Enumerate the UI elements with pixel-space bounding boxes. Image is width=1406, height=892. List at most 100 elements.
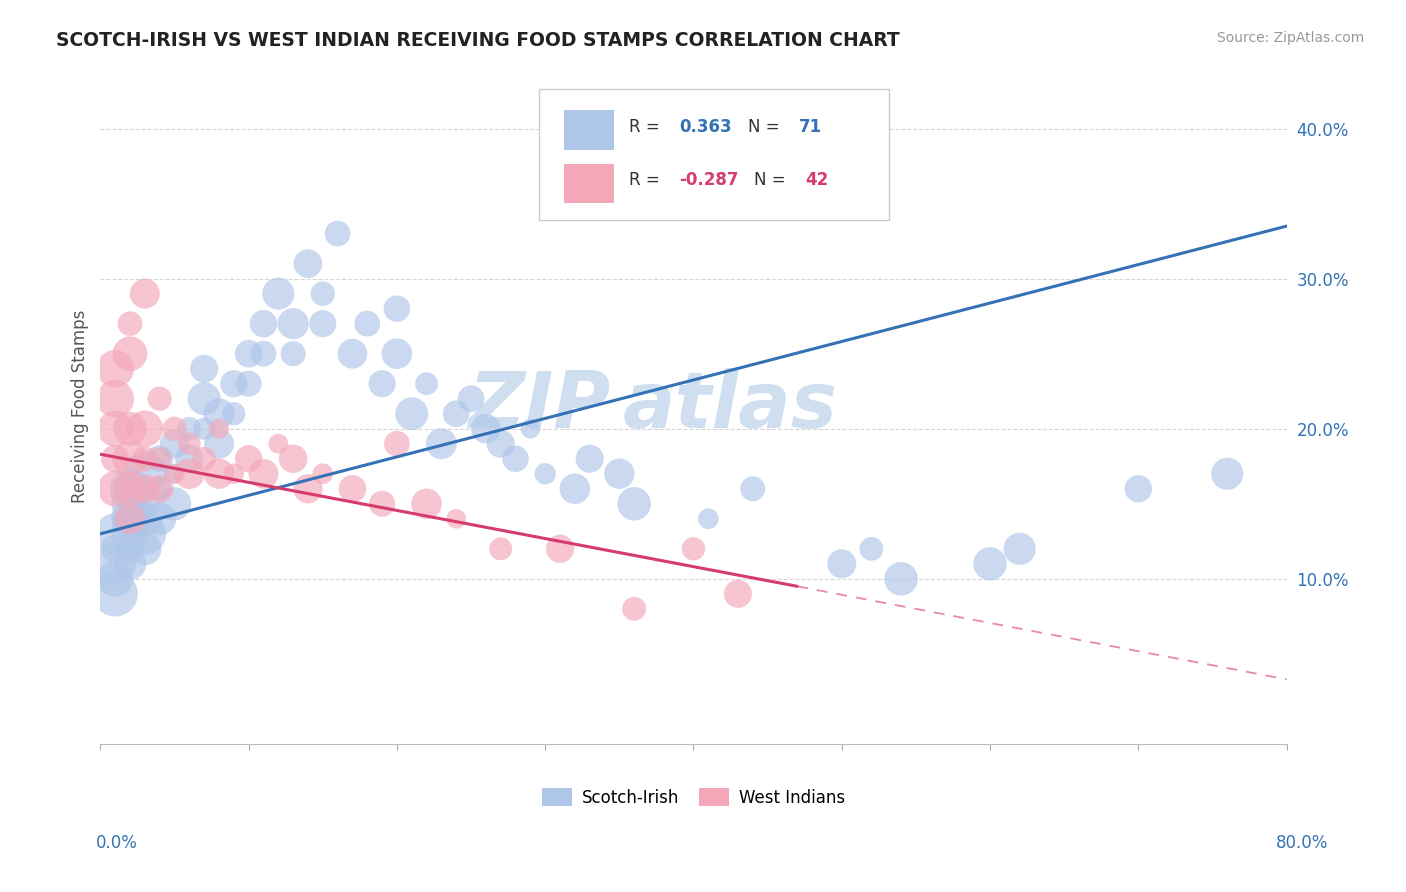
Point: [312, 286, 335, 301]
Point: [415, 376, 437, 391]
Point: [104, 392, 127, 406]
Point: [134, 541, 156, 556]
Point: [149, 451, 172, 466]
Point: [281, 347, 304, 361]
Point: [564, 482, 586, 496]
Point: [118, 482, 141, 496]
Point: [252, 467, 274, 481]
Point: [741, 482, 763, 496]
Point: [208, 407, 231, 421]
Point: [697, 512, 720, 526]
Text: ZIP: ZIP: [468, 368, 610, 444]
Point: [267, 286, 290, 301]
Text: 0.0%: 0.0%: [96, 834, 138, 852]
Point: [326, 227, 349, 241]
Point: [134, 422, 156, 436]
Point: [415, 497, 437, 511]
Point: [430, 436, 453, 450]
Point: [104, 422, 127, 436]
Point: [385, 347, 408, 361]
Point: [682, 541, 704, 556]
Point: [208, 422, 231, 436]
Text: R =: R =: [630, 118, 665, 136]
Point: [460, 392, 482, 406]
Point: [401, 407, 423, 421]
Text: 71: 71: [799, 118, 823, 136]
Point: [208, 436, 231, 450]
Point: [179, 436, 201, 450]
FancyBboxPatch shape: [540, 89, 889, 220]
Point: [134, 482, 156, 496]
Point: [252, 347, 274, 361]
Point: [297, 257, 319, 271]
Text: 0.363: 0.363: [679, 118, 733, 136]
Point: [118, 526, 141, 541]
Point: [118, 451, 141, 466]
Legend: Scotch-Irish, West Indians: Scotch-Irish, West Indians: [536, 781, 852, 814]
Point: [118, 482, 141, 496]
Point: [193, 451, 215, 466]
Point: [342, 347, 364, 361]
Point: [890, 572, 912, 586]
Point: [1008, 541, 1031, 556]
Point: [208, 467, 231, 481]
Point: [238, 347, 260, 361]
Point: [134, 497, 156, 511]
Point: [371, 497, 394, 511]
Point: [623, 497, 645, 511]
Point: [281, 451, 304, 466]
Point: [134, 512, 156, 526]
Point: [179, 467, 201, 481]
Point: [118, 347, 141, 361]
Point: [444, 512, 467, 526]
Text: SCOTCH-IRISH VS WEST INDIAN RECEIVING FOOD STAMPS CORRELATION CHART: SCOTCH-IRISH VS WEST INDIAN RECEIVING FO…: [56, 31, 900, 50]
Point: [505, 451, 527, 466]
Point: [134, 286, 156, 301]
Point: [371, 376, 394, 391]
Point: [118, 541, 141, 556]
Text: -0.287: -0.287: [679, 171, 738, 189]
Point: [149, 392, 172, 406]
Point: [979, 557, 1001, 571]
Point: [118, 422, 141, 436]
Point: [104, 572, 127, 586]
Point: [312, 317, 335, 331]
Point: [104, 557, 127, 571]
Point: [134, 526, 156, 541]
Point: [297, 482, 319, 496]
Point: [238, 451, 260, 466]
Point: [831, 557, 853, 571]
Point: [163, 497, 186, 511]
Point: [104, 541, 127, 556]
Point: [163, 436, 186, 450]
Point: [179, 422, 201, 436]
Point: [193, 361, 215, 376]
Point: [193, 392, 215, 406]
Point: [1216, 467, 1239, 481]
Point: [267, 436, 290, 450]
Point: [607, 467, 630, 481]
Point: [489, 541, 512, 556]
Point: [118, 512, 141, 526]
Point: [252, 317, 274, 331]
Point: [682, 152, 704, 166]
Point: [104, 451, 127, 466]
Point: [475, 422, 498, 436]
Point: [222, 407, 245, 421]
Point: [118, 497, 141, 511]
Point: [149, 512, 172, 526]
Point: [489, 436, 512, 450]
Point: [163, 422, 186, 436]
Text: N =: N =: [754, 171, 790, 189]
Point: [727, 587, 749, 601]
Point: [281, 317, 304, 331]
Point: [104, 526, 127, 541]
Point: [163, 467, 186, 481]
Text: 80.0%: 80.0%: [1277, 834, 1329, 852]
Point: [312, 467, 335, 481]
Point: [118, 512, 141, 526]
Point: [193, 422, 215, 436]
Point: [444, 407, 467, 421]
Text: 42: 42: [806, 171, 828, 189]
Point: [104, 587, 127, 601]
